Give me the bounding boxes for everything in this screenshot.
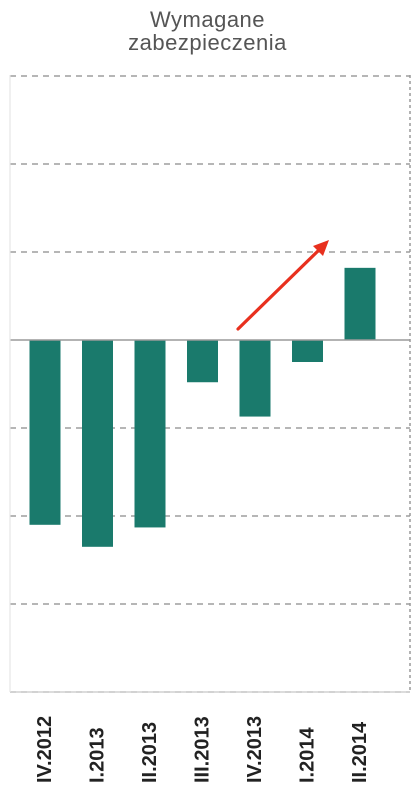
axes <box>9 75 411 693</box>
x-tick-label: II.2013 <box>139 722 161 783</box>
x-tick-label: I.2013 <box>87 727 109 783</box>
x-tick-label: IV.2012 <box>34 716 56 783</box>
x-tick-labels: IV.2012 I.2013 II.2013 III.2013 IV.2013 I.201… <box>34 716 371 783</box>
chart-title-line-1: Wymagane <box>149 7 266 32</box>
bar <box>187 340 218 383</box>
bar <box>239 340 271 417</box>
x-tick-label: II.2014 <box>349 721 371 783</box>
x-tick-label: IV.2013 <box>244 716 266 783</box>
x-tick-label: III.2013 <box>192 716 214 783</box>
chart-title-line-2: zabezpieczenia <box>128 30 287 55</box>
bar <box>292 340 323 362</box>
grid-lines <box>10 75 410 693</box>
annotations <box>236 240 329 331</box>
bar <box>82 340 113 547</box>
bars <box>29 267 376 547</box>
x-tick-label: I.2014 <box>297 727 319 783</box>
bar <box>29 340 61 525</box>
chart-title: Wymagane zabezpieczenia <box>0 8 415 54</box>
bar <box>134 340 166 528</box>
bar <box>344 267 376 340</box>
trend-arrow-shaft <box>236 247 322 331</box>
trend-arrow-head <box>313 240 329 256</box>
